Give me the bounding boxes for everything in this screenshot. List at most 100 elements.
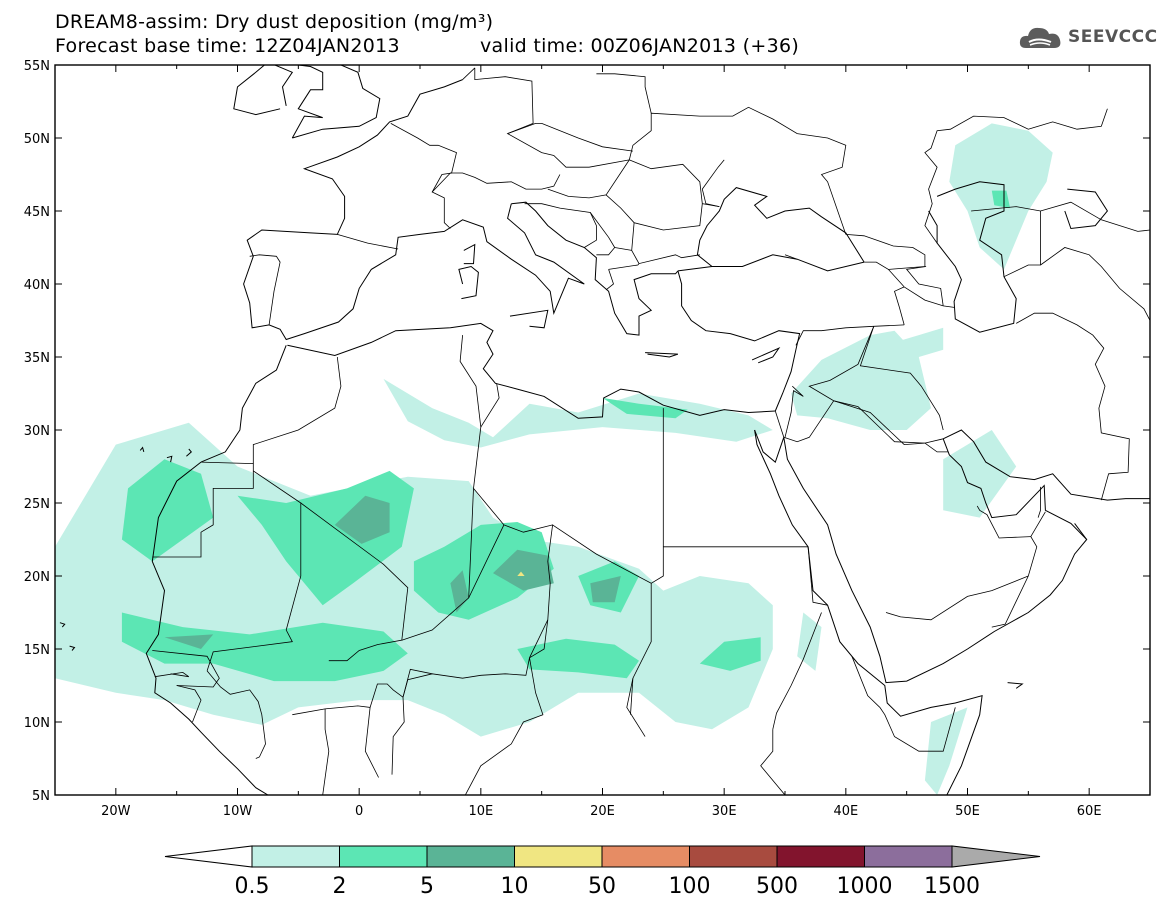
dust-level-2-region: [121, 612, 408, 682]
border-segment: [473, 488, 505, 526]
colorbar-label: 5: [420, 874, 434, 899]
lon-label: 30E: [712, 804, 737, 819]
border-segment: [701, 159, 725, 207]
border-segment: [991, 511, 1046, 628]
coastline-segment: [292, 65, 381, 139]
dust-level-3-region: [164, 634, 214, 649]
border-segment: [589, 212, 616, 256]
border-segment: [859, 326, 944, 431]
border-segment: [364, 707, 379, 778]
border-segment: [464, 657, 544, 795]
colorbar-label: 50: [588, 874, 616, 899]
coastlines: [59, 65, 1150, 795]
coastline-segment: [677, 254, 865, 272]
coastline-segment: [677, 270, 801, 412]
colorbar-box: [339, 845, 428, 868]
lat-label: 10N: [24, 716, 50, 731]
colorbar-label: 1000: [837, 874, 893, 899]
border-segment: [152, 650, 220, 688]
coastline-segment: [511, 201, 679, 336]
border-segment: [760, 729, 789, 795]
border-segment: [784, 254, 798, 260]
border-segment: [206, 670, 266, 759]
border-segment: [650, 408, 664, 584]
border-segment: [833, 400, 925, 446]
lon-label: 20E: [590, 804, 615, 819]
border-segment: [605, 159, 635, 223]
border-segment: [252, 356, 342, 464]
colorbar-label: 0.5: [235, 874, 270, 899]
country-borders: [152, 67, 1150, 795]
border-segment: [833, 400, 944, 444]
border-segment: [462, 67, 476, 80]
border-segment: [807, 546, 828, 606]
colorbar-box: [251, 845, 340, 868]
colorbar-label: 500: [756, 874, 798, 899]
base-time-label: Forecast base time: 12Z04JAN2013: [55, 35, 400, 57]
coastline-segment: [645, 352, 679, 358]
lon-label: 20W: [101, 804, 131, 819]
border-segment: [337, 234, 399, 250]
border-segment: [431, 172, 561, 229]
border-segment: [628, 106, 847, 235]
dust-level-3-region: [334, 495, 390, 544]
lat-label: 30N: [24, 424, 50, 439]
colorbar-box: [601, 845, 690, 868]
dust-level-1-region: [870, 327, 944, 365]
map-title: DREAM8-assim: Dry dust deposition (mg/m³…: [55, 11, 494, 33]
lon-label: 10W: [223, 804, 253, 819]
dust-level-4-region: [517, 571, 525, 576]
border-segment: [152, 461, 254, 558]
dust-level-3-region: [493, 549, 554, 591]
border-segment: [1040, 247, 1150, 321]
seevccc-logo: SEEVCCC: [1018, 22, 1158, 52]
logo-text: SEEVCCC: [1068, 27, 1158, 47]
lon-label: 10E: [468, 804, 493, 819]
border-segment: [506, 123, 633, 168]
coastline-segment: [69, 645, 76, 651]
dust-level-3-region: [590, 576, 621, 603]
border-segment: [903, 286, 955, 308]
border-segment: [402, 668, 433, 698]
border-segment: [547, 188, 607, 199]
colorbar-label: 10: [501, 874, 529, 899]
lat-label: 35N: [24, 351, 50, 366]
dust-shading: [55, 123, 1053, 795]
lat-label: 40N: [24, 278, 50, 293]
border-segment: [879, 707, 956, 752]
longitude-labels: 20W 10W 0 10E 20E 30E 40E 50E 60E: [101, 804, 1101, 819]
axis-ticks: [54, 64, 1151, 796]
dust-level-2-region: [991, 190, 1011, 209]
coastline-segment: [942, 429, 1150, 501]
border-segment: [629, 159, 720, 207]
dust-level-2-region: [413, 522, 554, 620]
border-segment: [885, 575, 1029, 621]
lat-label: 25N: [24, 497, 50, 512]
coastline-segment: [139, 446, 145, 453]
lat-label: 55N: [24, 59, 50, 74]
colorbar-box: [776, 845, 865, 868]
colorbar-box: [514, 845, 603, 868]
border-segment: [772, 612, 822, 730]
coastline-segment: [233, 65, 294, 116]
dust-level-2-region: [699, 637, 761, 671]
colorbar: 0.5 2 5 10 50 100 500 1000 1500: [164, 845, 1041, 899]
dust-level-2-region: [517, 638, 639, 679]
border-segment: [905, 266, 944, 306]
dust-level-1-region: [383, 378, 773, 448]
border-segment: [864, 261, 905, 288]
colorbar-box: [689, 845, 778, 868]
valid-time-label: valid time: 00Z06JAN2013 (+36): [480, 35, 800, 57]
border-segment: [784, 385, 804, 438]
border-segment: [322, 708, 330, 795]
lon-label: 40E: [833, 804, 858, 819]
border-segment: [529, 619, 549, 659]
coastline-segment: [754, 429, 983, 795]
border-segment: [176, 685, 202, 723]
coastline-segment: [1064, 188, 1109, 230]
colorbar-label: 2: [333, 874, 347, 899]
dust-level-1-region: [943, 430, 1017, 518]
border-segment: [474, 67, 534, 134]
coastline-segment: [1074, 523, 1088, 540]
colorbar-box: [426, 845, 515, 868]
